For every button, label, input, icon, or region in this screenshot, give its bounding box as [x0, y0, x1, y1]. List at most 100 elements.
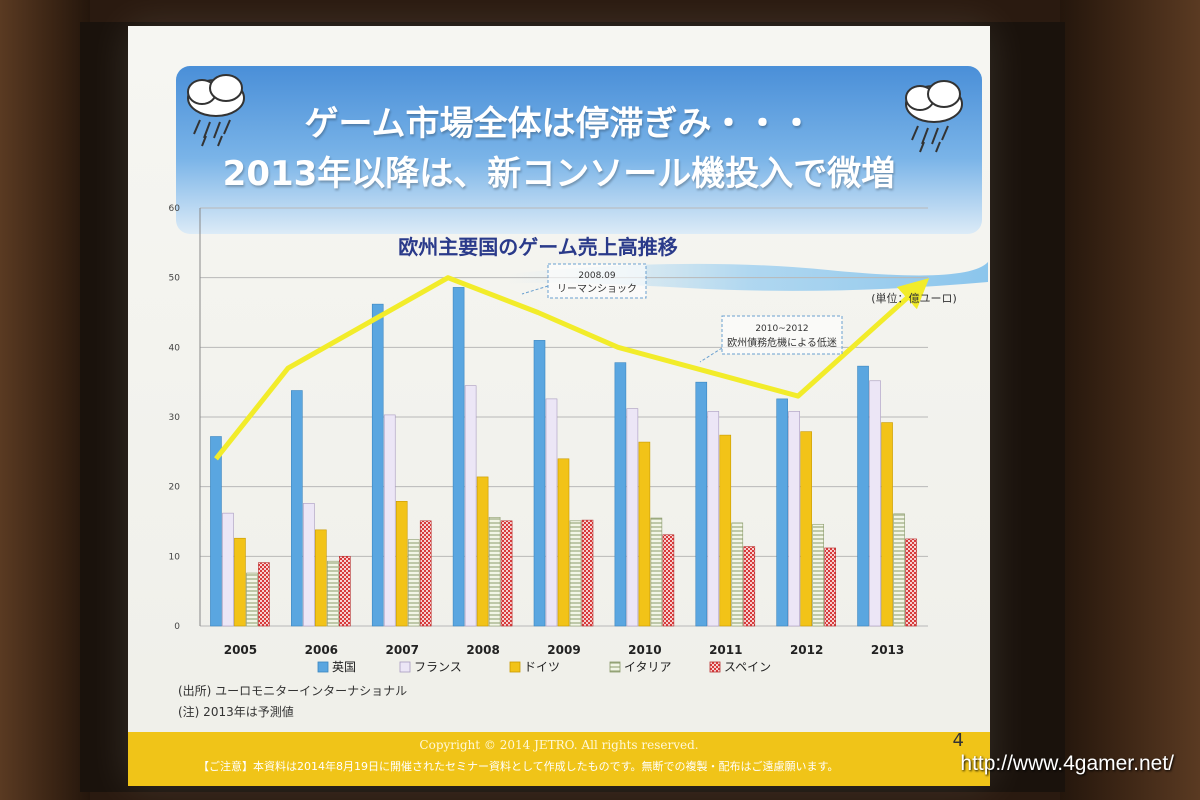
- legend-label: スペイン: [724, 660, 771, 674]
- annotation-lehman-period: 2008.09: [578, 271, 615, 281]
- bar-2011-3: [731, 522, 744, 627]
- bar-2005-1: [222, 512, 234, 627]
- storm-cloud-icon: [905, 80, 963, 153]
- x-tick-label: 2010: [628, 643, 661, 657]
- bar-2010-1: [626, 408, 639, 627]
- bar-2006-3: [327, 560, 339, 627]
- projected-slide: ゲーム市場全体は停滞ぎみ・・・ 2013年以降は、新コンソール機投入で微増: [128, 26, 990, 786]
- trend-line: [214, 275, 930, 461]
- bar-2013-2: [881, 422, 893, 627]
- legend-swatch: [709, 661, 721, 673]
- bar-2009-3: [569, 520, 582, 627]
- bar-2010-3: [650, 517, 663, 627]
- x-tick-label: 2011: [709, 643, 742, 657]
- bar-2009-2: [557, 458, 570, 627]
- bar-2008-3: [488, 517, 501, 627]
- bar-2011-4: [743, 546, 756, 627]
- watermark-url: http://www.4gamer.net/: [960, 752, 1174, 775]
- bar-2009-0: [533, 340, 546, 627]
- trend-arrow: [214, 275, 930, 461]
- bar-2008-1: [464, 385, 477, 627]
- chart-legend: 英国 フランス ドイツ イタリア スペイン: [317, 660, 771, 674]
- bar-2005-3: [246, 572, 258, 627]
- annotation-debt-text: 欧州債務危機による低迷: [727, 336, 837, 349]
- bar-2010-0: [614, 362, 627, 627]
- bar-2006-0: [291, 390, 303, 627]
- y-tick-label: 10: [169, 552, 181, 562]
- y-tick-label: 20: [169, 483, 181, 493]
- annotation-debt-crisis: 2010~2012 欧州債務危機による低迷: [699, 315, 843, 363]
- bar-2007-4: [419, 520, 432, 627]
- bar-2008-0: [452, 287, 465, 627]
- bar-2012-4: [824, 547, 836, 627]
- legend-label: フランス: [414, 660, 462, 674]
- x-tick-label: 2005: [224, 643, 257, 657]
- page-number: 4: [952, 730, 964, 751]
- legend-label: ドイツ: [524, 660, 560, 674]
- caution-text: 【ご注意】本資料は2014年8月19日に開催されたセミナー資料として作成したもの…: [198, 760, 839, 773]
- title-band: [176, 66, 982, 234]
- bar-2010-2: [638, 441, 651, 627]
- y-tick-label: 60: [169, 204, 181, 214]
- annotation-lehman-text: リーマンショック: [557, 283, 637, 295]
- bar-2006-4: [339, 556, 351, 627]
- estimate-note: (注) 2013年は予測値: [178, 705, 294, 719]
- y-tick-label: 50: [169, 274, 181, 284]
- y-tick-label: 0: [174, 622, 180, 632]
- bar-2009-1: [545, 398, 558, 627]
- y-tick-label: 40: [169, 343, 181, 353]
- bar-2005-4: [258, 562, 270, 627]
- legend-swatch: [509, 661, 521, 673]
- bar-2013-0: [857, 365, 869, 627]
- x-tick-label: 2013: [871, 643, 904, 657]
- bar-2006-1: [303, 503, 315, 627]
- y-axis-ticks: 0 10 20 30 40 50 60: [169, 204, 181, 632]
- bar-2012-0: [776, 398, 788, 627]
- legend-label: イタリア: [624, 660, 672, 674]
- x-axis-ticks: 2005 2006 2007 2008 2009 2010 2011 2012 2013: [224, 643, 905, 657]
- bar-2005-0: [210, 436, 222, 627]
- x-tick-label: 2008: [466, 643, 499, 657]
- wall-right: [1060, 0, 1200, 800]
- x-tick-label: 2006: [305, 643, 338, 657]
- slide-title-line-2: 2013年以降は、新コンソール機投入で微増: [222, 154, 896, 194]
- footer-band: [128, 732, 990, 786]
- bar-2008-4: [500, 520, 513, 627]
- bar-2013-3: [893, 513, 905, 627]
- bar-2013-1: [869, 380, 881, 627]
- bar-2007-1: [383, 414, 396, 627]
- x-tick-label: 2009: [547, 643, 580, 657]
- copyright-text: Copyright © 2014 JETRO. All rights reser…: [419, 738, 699, 752]
- bar-2007-0: [371, 303, 384, 627]
- bar-2005-2: [234, 537, 246, 627]
- bar-2012-1: [788, 411, 800, 627]
- legend-swatch: [399, 661, 411, 673]
- bar-2011-2: [719, 434, 732, 627]
- legend-swatch: [317, 661, 329, 673]
- bar-2009-4: [581, 519, 594, 627]
- bar-2006-2: [315, 529, 327, 627]
- chart-title: 欧州主要国のゲーム売上高推移: [398, 235, 677, 259]
- bar-2011-0: [695, 381, 708, 627]
- bar-2012-2: [800, 431, 812, 627]
- annotation-debt-period: 2010~2012: [755, 324, 808, 334]
- annotation-lehman: 2008.09 リーマンショック: [521, 263, 647, 299]
- bar-2010-4: [662, 534, 675, 627]
- x-tick-label: 2012: [790, 643, 823, 657]
- legend-label: 英国: [332, 660, 356, 674]
- bar-2013-4: [905, 538, 917, 627]
- wall-left: [0, 0, 90, 800]
- bar-2008-2: [476, 476, 489, 627]
- bar-2011-1: [707, 411, 720, 627]
- storm-cloud-icon: [187, 74, 245, 147]
- y-tick-label: 30: [169, 413, 181, 423]
- source-note: (出所) ユーロモニターインターナショナル: [178, 684, 408, 698]
- legend-swatch: [609, 661, 621, 673]
- unit-label: (単位：億ユーロ): [871, 291, 957, 305]
- bar-2007-2: [395, 500, 408, 627]
- chart-bars: [210, 287, 917, 627]
- bar-2012-3: [812, 523, 824, 627]
- bar-2007-3: [407, 539, 420, 627]
- slide-title-line-1: ゲーム市場全体は停滞ぎみ・・・: [304, 104, 814, 144]
